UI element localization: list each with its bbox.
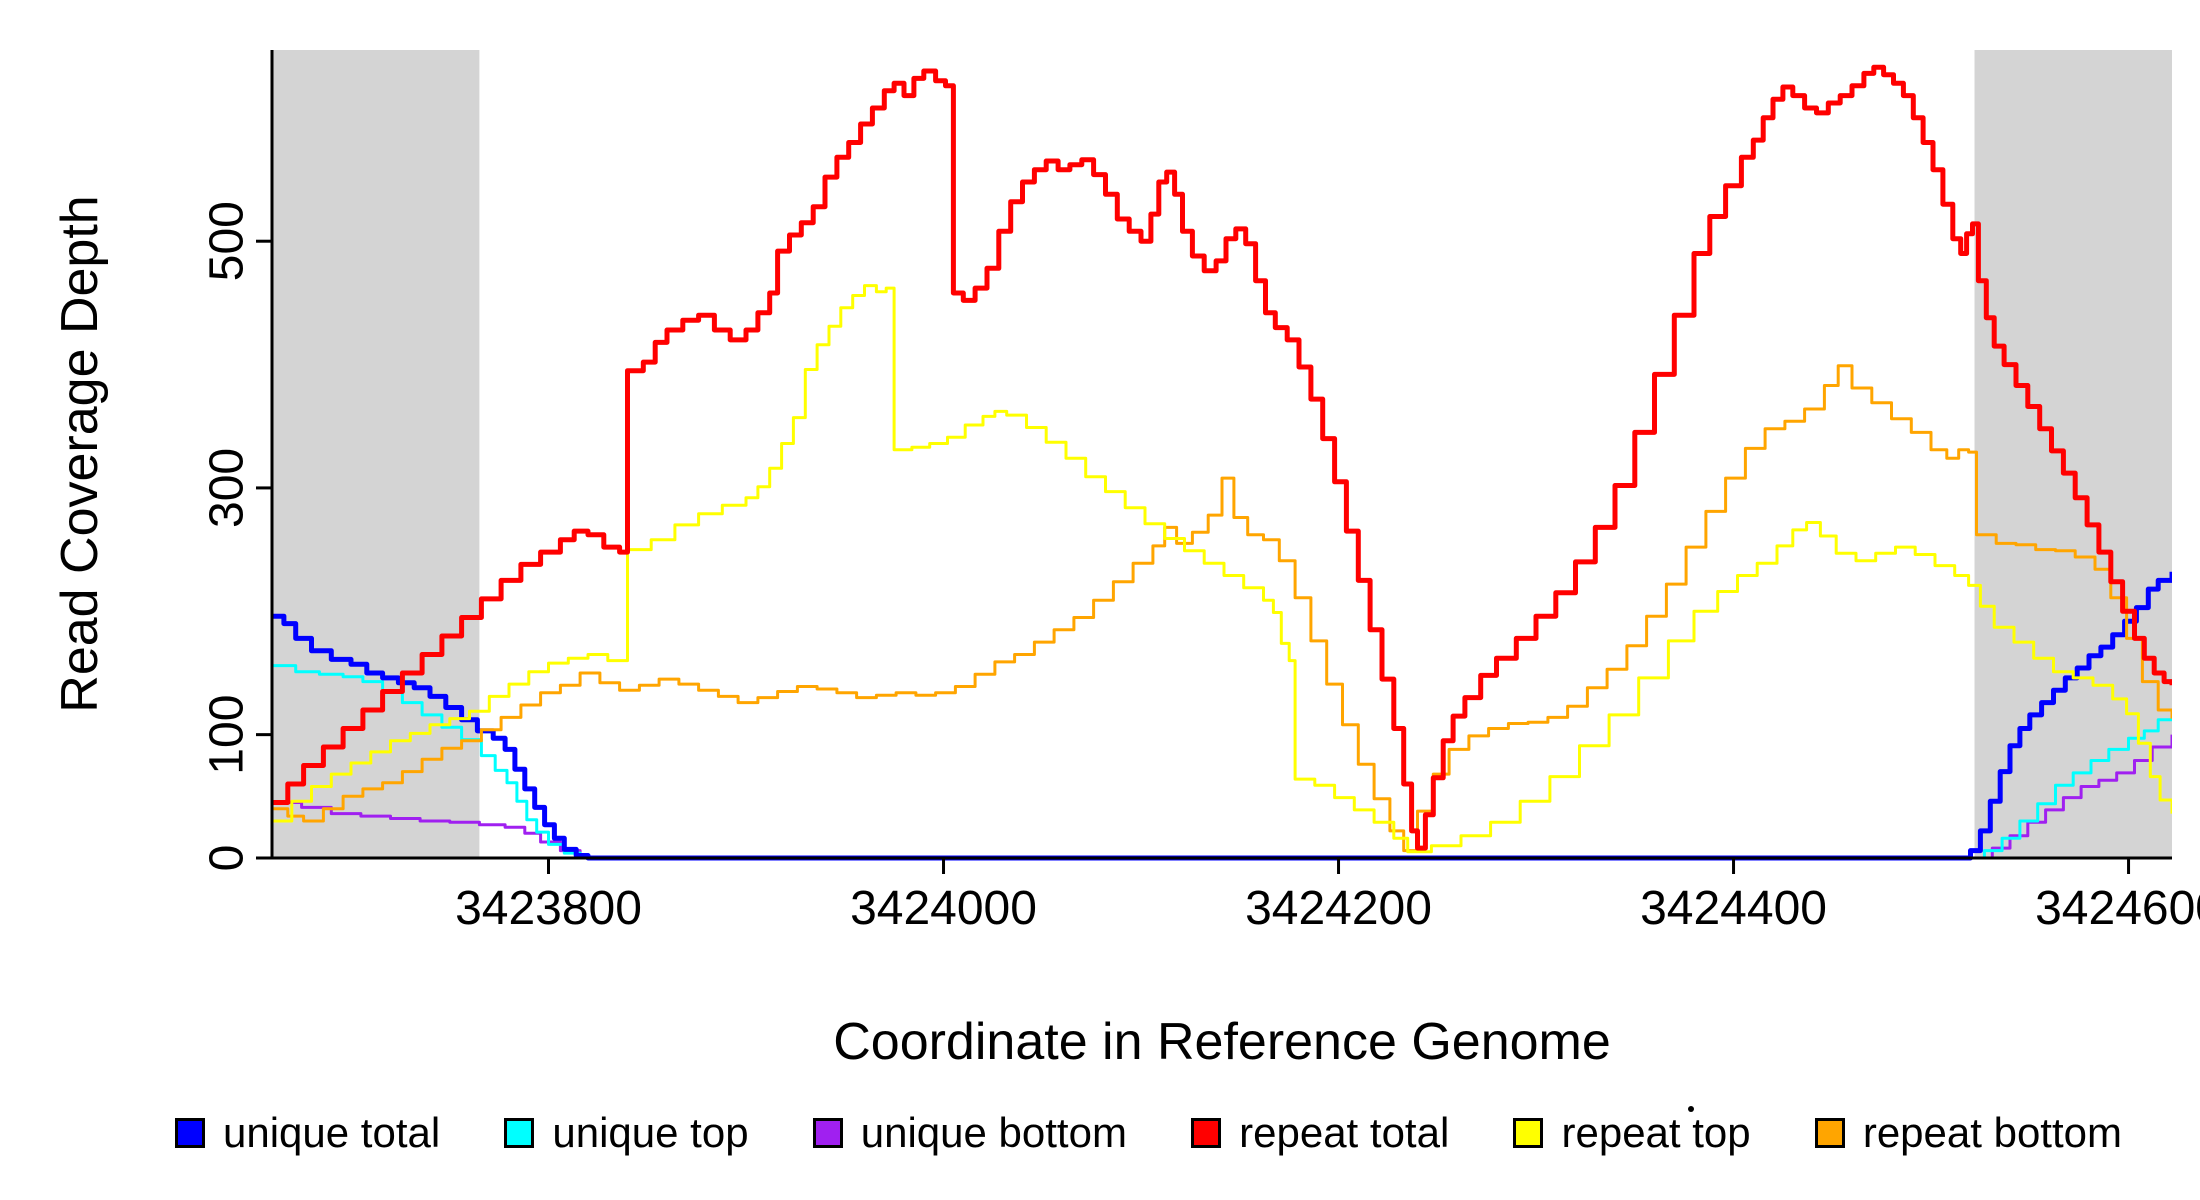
series-unique-top [272, 664, 2172, 860]
series-unique-total [272, 571, 2172, 861]
legend-label-repeat-total: repeat total [1239, 1109, 1450, 1156]
legend-label-unique-bottom: unique bottom [860, 1109, 1127, 1156]
y-axis-title: Read Coverage Depth [51, 195, 109, 713]
x-tick-label: 3424200 [1245, 882, 1432, 935]
legend-swatch-unique-bottom [812, 1118, 843, 1148]
series-repeat-bottom [272, 364, 2172, 853]
legend-label-repeat-bottom: repeat bottom [1862, 1109, 2122, 1156]
series-repeat-total [272, 64, 2172, 851]
y-tick-label: 100 [201, 695, 254, 775]
x-tick-label: 3424000 [850, 882, 1037, 935]
stray-point-artifact [1688, 1106, 1694, 1112]
legend-swatch-repeat-top [1513, 1118, 1544, 1148]
x-tick-label: 3423800 [455, 882, 642, 935]
y-tick-label: 300 [201, 448, 254, 528]
legend-label-unique-total: unique total [223, 1109, 441, 1156]
legend-item-unique-total: unique total [175, 1109, 440, 1157]
legend-item-repeat-bottom: repeat bottom [1814, 1109, 2122, 1157]
x-tick-label: 3424400 [1640, 882, 1827, 935]
legend-item-unique-top: unique top [504, 1109, 749, 1157]
x-axis-title: Coordinate in Reference Genome [833, 1013, 1611, 1071]
series-group [272, 64, 2172, 861]
legend: unique total unique top unique bottom repea… [175, 1100, 2122, 1166]
legend-swatch-repeat-total [1191, 1118, 1222, 1148]
y-tick-label: 500 [201, 201, 254, 281]
legend-label-repeat-top: repeat top [1561, 1109, 1751, 1156]
legend-swatch-unique-total [175, 1118, 205, 1148]
series-repeat-top [272, 284, 2172, 854]
legend-item-unique-bottom: unique bottom [812, 1109, 1127, 1157]
y-tick-label: 0 [201, 845, 254, 872]
legend-swatch-unique-top [504, 1118, 535, 1148]
legend-label-unique-top: unique top [552, 1109, 749, 1156]
legend-swatch-repeat-bottom [1814, 1118, 1845, 1148]
legend-item-repeat-total: repeat total [1191, 1109, 1449, 1157]
shaded-region [272, 50, 480, 858]
legend-item-repeat-top: repeat top [1513, 1109, 1751, 1157]
